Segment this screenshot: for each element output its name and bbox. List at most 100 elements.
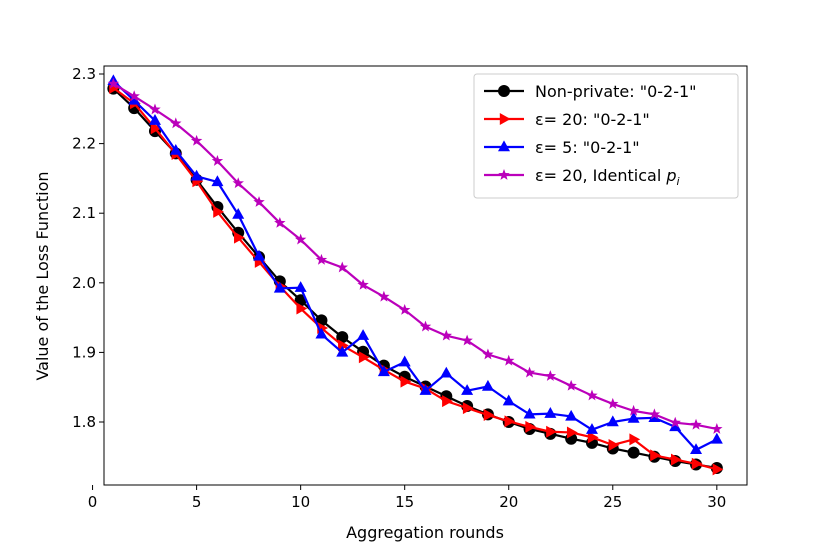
series-4-point <box>648 408 661 420</box>
series-3-point <box>544 407 557 418</box>
series-4-point <box>544 370 557 381</box>
series-3-point <box>440 366 453 378</box>
series-layer <box>107 74 724 476</box>
series-4-point <box>211 155 224 166</box>
y-axis-label: Value of the Loss Function <box>33 171 52 380</box>
axes-frame <box>103 65 748 486</box>
x-tick-label: 20 <box>499 493 518 511</box>
series-3-point <box>461 384 474 395</box>
series-2-point <box>338 339 349 352</box>
series-2-point <box>587 431 599 444</box>
series-4-point <box>627 404 640 416</box>
y-tick-label: 2.0 <box>72 274 96 292</box>
series-4-point <box>253 196 265 207</box>
x-tick-label: 5 <box>192 493 202 511</box>
series-4-point <box>586 389 598 401</box>
legend-marker <box>498 140 510 152</box>
series-2-point <box>712 463 724 476</box>
x-axis-label: Aggregation rounds <box>346 523 504 542</box>
series-4-point <box>669 416 681 428</box>
legend-item-4: ε= 20, Identical pi <box>484 166 680 188</box>
series-4-point <box>149 103 161 115</box>
series-2-point <box>358 351 370 364</box>
series-2-point <box>400 375 412 388</box>
series-4-point <box>711 422 723 434</box>
series-4-point <box>607 397 619 409</box>
legend: Non-private: "0-2-1" ε= 20: "0-2-1" ε= 5: … <box>473 73 739 199</box>
series-3-point <box>690 443 703 455</box>
legend-item-1: Non-private: "0-2-1" <box>484 82 697 101</box>
legend-label: Non-private: "0-2-1" <box>535 82 697 101</box>
series-3-point <box>523 407 536 419</box>
series-2-point <box>691 457 703 470</box>
series-3-point <box>398 355 411 367</box>
series-2-point <box>483 409 495 422</box>
legend-marker <box>498 85 510 97</box>
series-3-point <box>585 423 598 434</box>
series-4-point <box>336 261 348 273</box>
y-tick-label: 1.8 <box>72 413 96 431</box>
series-4-point <box>315 253 328 265</box>
ticks-layer: 0 5 10 15 20 25 30 1.8 1.9 2.0 2.1 2.2 2.3 <box>72 65 726 511</box>
series-4-point <box>170 117 182 129</box>
series-1-point <box>294 294 307 307</box>
series-4-point <box>107 77 120 89</box>
x-tick-label: 30 <box>707 493 726 511</box>
series-3-point <box>627 411 640 423</box>
y-tick-label: 2.2 <box>72 135 96 153</box>
series-2-point <box>525 420 537 433</box>
series-2-point <box>650 449 661 462</box>
series-2-point <box>671 453 682 466</box>
series-3-point <box>481 379 494 391</box>
series-4-point <box>565 379 577 391</box>
series-1-point <box>336 331 349 344</box>
x-tick-label: 0 <box>88 493 98 511</box>
series-3-point <box>565 409 578 421</box>
series-4-point <box>690 418 702 430</box>
series-4-point <box>419 320 432 332</box>
series-4-point <box>190 134 203 146</box>
legend-label: ε= 20, Identical pi <box>535 166 680 188</box>
series-4 <box>107 77 723 434</box>
series-3-point <box>669 420 682 432</box>
series-2-point <box>296 302 308 315</box>
series-4-point <box>398 303 411 315</box>
series-3-point <box>273 281 286 293</box>
series-3-point <box>377 365 390 377</box>
series-3-point <box>419 384 432 395</box>
series-4-point <box>523 366 536 378</box>
series-4-point <box>503 354 515 366</box>
series-3-point <box>710 432 723 444</box>
legend-item-3: ε= 5: "0-2-1" <box>484 138 640 157</box>
series-3-point <box>190 169 203 181</box>
series-3-point <box>502 394 515 406</box>
series-3-point <box>253 249 266 261</box>
series-4-point <box>440 329 453 341</box>
series-2-point <box>504 415 516 428</box>
series-2-point <box>234 231 245 244</box>
y-tick-label: 2.1 <box>72 204 96 222</box>
series-3-point <box>211 175 224 187</box>
y-tick-label: 2.3 <box>72 65 96 83</box>
series-4-line <box>112 82 718 431</box>
series-3-point <box>128 93 141 105</box>
series-2-point <box>150 122 162 135</box>
legend-marker <box>499 113 511 125</box>
legend-marker <box>498 169 510 180</box>
legend-box <box>473 73 739 199</box>
series-2-point <box>629 433 641 446</box>
series-1-point <box>627 446 640 459</box>
series-4-point <box>482 348 494 360</box>
series-3-point <box>232 207 245 219</box>
series-4-point <box>232 177 244 189</box>
x-tick-label: 10 <box>291 493 310 511</box>
series-3-point <box>148 114 161 125</box>
series-4-point <box>274 216 286 228</box>
legend-label: ε= 5: "0-2-1" <box>535 138 640 157</box>
series-4-point <box>128 90 140 102</box>
series-3-point <box>294 281 307 292</box>
series-3-line <box>112 80 718 451</box>
series-4-point <box>357 278 369 290</box>
y-tick-label: 1.9 <box>72 343 96 361</box>
